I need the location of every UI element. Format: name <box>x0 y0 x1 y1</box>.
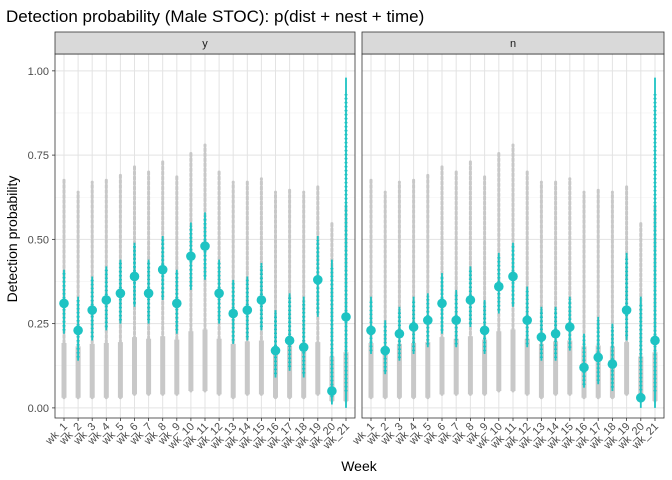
facet-strip-label: y <box>202 38 208 50</box>
y-tick-label: 0.75 <box>28 150 49 162</box>
x-axis-label: Week <box>341 458 378 474</box>
point-estimate <box>59 298 69 309</box>
point-estimate <box>242 305 253 315</box>
y-tick-label: 0.00 <box>28 403 49 415</box>
point-estimate <box>284 335 295 346</box>
point-estimate <box>157 264 168 275</box>
point-estimate <box>256 295 267 305</box>
point-estimate <box>550 328 561 339</box>
point-estimate <box>380 345 391 356</box>
point-estimate <box>270 345 281 356</box>
point-estimate <box>465 295 476 305</box>
point-estimate <box>607 359 618 369</box>
point-estimate <box>143 288 154 299</box>
point-estimate <box>479 325 490 336</box>
point-estimate <box>341 312 351 322</box>
point-estimate <box>87 305 97 315</box>
point-estimate <box>186 251 196 262</box>
point-estimate <box>522 315 532 326</box>
point-estimate <box>650 335 660 346</box>
point-estimate <box>115 288 126 299</box>
point-estimate <box>494 281 504 292</box>
point-estimate <box>408 322 419 332</box>
facet-strip-label: n <box>510 38 516 50</box>
point-estimate <box>214 288 224 299</box>
point-estimate <box>508 271 518 282</box>
point-estimate <box>228 308 238 319</box>
point-estimate <box>565 322 575 332</box>
y-tick-label: 0.50 <box>28 234 49 246</box>
panel-y: ywk_1wk_2wk_3wk_4wk_5wk_6wk_7wk_8wk_9wk_… <box>43 31 356 452</box>
chart-title: Detection probability (Male STOC): p(dis… <box>6 7 424 26</box>
point-estimate <box>172 298 182 309</box>
point-estimate <box>451 315 462 326</box>
point-estimate <box>621 305 632 315</box>
point-estimate <box>579 362 589 373</box>
point-estimate <box>313 275 323 285</box>
point-estimate <box>636 392 646 403</box>
point-estimate <box>593 352 603 363</box>
point-estimate <box>101 295 112 305</box>
y-tick-label: 0.25 <box>28 319 49 331</box>
y-tick-label: 1.00 <box>28 66 49 78</box>
point-estimate <box>536 332 547 342</box>
point-estimate <box>200 241 210 251</box>
facet-strip <box>361 31 665 55</box>
point-estimate <box>394 328 405 339</box>
point-estimate <box>298 342 309 353</box>
point-estimate <box>327 386 337 396</box>
point-estimate <box>366 325 376 336</box>
panel-n: nwk_1wk_2wk_3wk_4wk_5wk_6wk_7wk_8wk_9wk_… <box>350 31 665 452</box>
point-estimate <box>423 315 433 326</box>
facet-panels: ywk_1wk_2wk_3wk_4wk_5wk_6wk_7wk_8wk_9wk_… <box>43 31 665 452</box>
point-estimate <box>73 325 83 336</box>
y-axis: 0.00 0.25 0.50 0.75 1.00 <box>28 66 55 415</box>
point-estimate <box>129 271 140 282</box>
point-estimate <box>437 298 447 309</box>
facet-strip <box>54 31 356 55</box>
y-axis-label: Detection probability <box>4 176 20 303</box>
